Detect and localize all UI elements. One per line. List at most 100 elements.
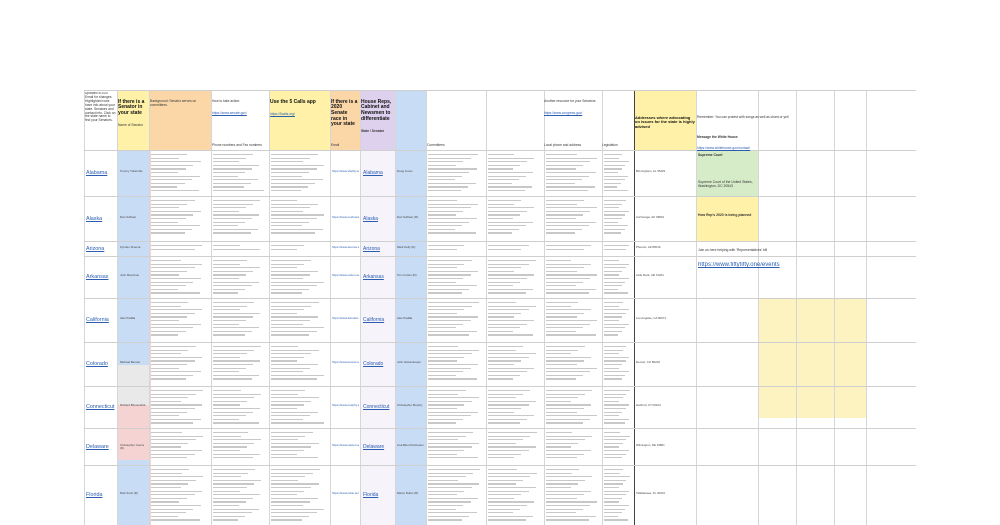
state-link-secondary[interactable]: Alabama [363,170,383,176]
whitehouse-link[interactable]: https://www.whitehouse.gov/contact/ [697,146,751,151]
state-link-arkansas[interactable]: Arkansas [86,274,109,280]
text-line [428,494,458,496]
text-line [604,346,627,348]
fiftyfifty-link[interactable]: https://www.fiftyfifty.one/events [698,262,780,268]
state-link-alaska[interactable]: Alaska [86,215,103,222]
text-line [428,346,459,348]
text-line [604,487,620,489]
local-phone-header: Local phone and address [544,143,582,147]
text-line [271,168,317,170]
text-line [428,285,477,287]
text-line [604,221,618,223]
text-line [488,320,535,322]
senate-link[interactable]: https://www.senate.gov/ [212,110,247,115]
text-line [488,232,513,234]
text-line [428,450,465,452]
text-line [546,320,597,322]
text-line [604,312,626,314]
text-line [546,353,571,355]
state-link-florida[interactable]: Florida [86,492,103,498]
text-line [488,334,534,336]
text-line [604,260,620,262]
text-line [546,154,577,156]
text-line [213,168,252,170]
state-link-secondary[interactable]: Colorado [363,361,384,367]
text-line [488,435,530,437]
email-link[interactable]: https://www.cotton.senate.gov/ [332,274,359,277]
state-link-colorado[interactable]: Colorado [86,361,108,367]
state-link-delaware[interactable]: Delaware [86,443,109,450]
state-link-secondary[interactable]: California [363,317,385,323]
senator-question-header: If there is a Senator in your state Name… [118,92,148,150]
header-bg-house [360,90,395,150]
text-line [546,483,578,485]
state-link-secondary[interactable]: Alaska [363,215,379,222]
text-line [604,179,625,181]
text-line [271,200,297,202]
text-line [546,218,576,220]
text-line [213,450,240,452]
text-line [271,172,310,174]
text-line [546,446,571,448]
text-line [213,393,262,395]
text-line [213,305,248,307]
text-line [546,472,572,474]
text-line [151,349,189,351]
grid-column-line [395,90,396,525]
state-link-secondary[interactable]: Connecticut [363,404,390,410]
col-bg-row-colorado [117,365,149,405]
email-link[interactable]: https://www.shelby.senate.gov/ [332,170,359,173]
text-line [604,309,630,311]
state-link-secondary[interactable]: Arkansas [363,274,384,280]
text-line [488,472,537,474]
email-link[interactable]: https://www.bennet.senate.gov/ [332,361,359,364]
text-line [151,453,195,455]
congress-link[interactable]: https://www.congress.gov/ [544,110,583,115]
offices-header: Use the 5 Calls app https://5calls.org/ [270,92,329,150]
email-link[interactable]: https://www.feinstein.senate.gov/ [332,317,359,320]
email-link[interactable]: https://www.sinema.senate.gov/ [332,245,359,249]
state-link-connecticut[interactable]: Connecticut [86,404,115,410]
text-line [604,225,629,227]
grid-column-line [117,90,118,525]
text-line [546,161,590,163]
text-line [428,476,466,478]
email-link[interactable]: https://www.rubio.senate.gov/ [332,492,359,495]
text-line [271,203,318,205]
text-line [151,207,180,209]
text-line [546,270,577,272]
text-line [213,334,245,336]
5calls-link[interactable]: https://5calls.org/ [270,112,295,117]
state-link-secondary[interactable]: Florida [363,492,379,498]
state-link-california[interactable]: California [86,317,109,323]
text-line [213,472,249,474]
text-line [428,302,479,304]
text-line [213,364,253,366]
text-line [604,161,629,163]
email-link[interactable]: https://www.murphy.senate.gov/ [332,404,359,407]
state-link-alabama[interactable]: Alabama [86,170,108,176]
text-line [546,292,589,294]
email-link[interactable]: https://www.murkowski.senate.gov/ [332,215,359,219]
email-link[interactable]: https://www.carper.senate.gov/ [332,443,359,447]
text-line [213,442,255,444]
text-line [546,404,591,406]
state-link-secondary[interactable]: Delaware [363,443,385,450]
text-line [488,446,536,448]
grid-column-line [486,90,487,525]
office-city: Tallahassee, FL 32301 [636,492,665,495]
text-line [488,390,530,392]
text-line [604,490,630,492]
text-line [271,393,298,395]
col-bg-staterep [395,150,426,525]
state-link-arizona[interactable]: Arizona [86,245,105,252]
text-line [271,418,303,420]
contact-text: Another resource for your Senators [544,98,596,103]
state-link-secondary[interactable]: Arizona [363,245,380,252]
text-line [428,292,463,294]
text-line [271,260,312,262]
text-line [151,371,201,373]
text-line [151,457,187,459]
text-line [428,397,479,399]
text-line [488,263,529,265]
